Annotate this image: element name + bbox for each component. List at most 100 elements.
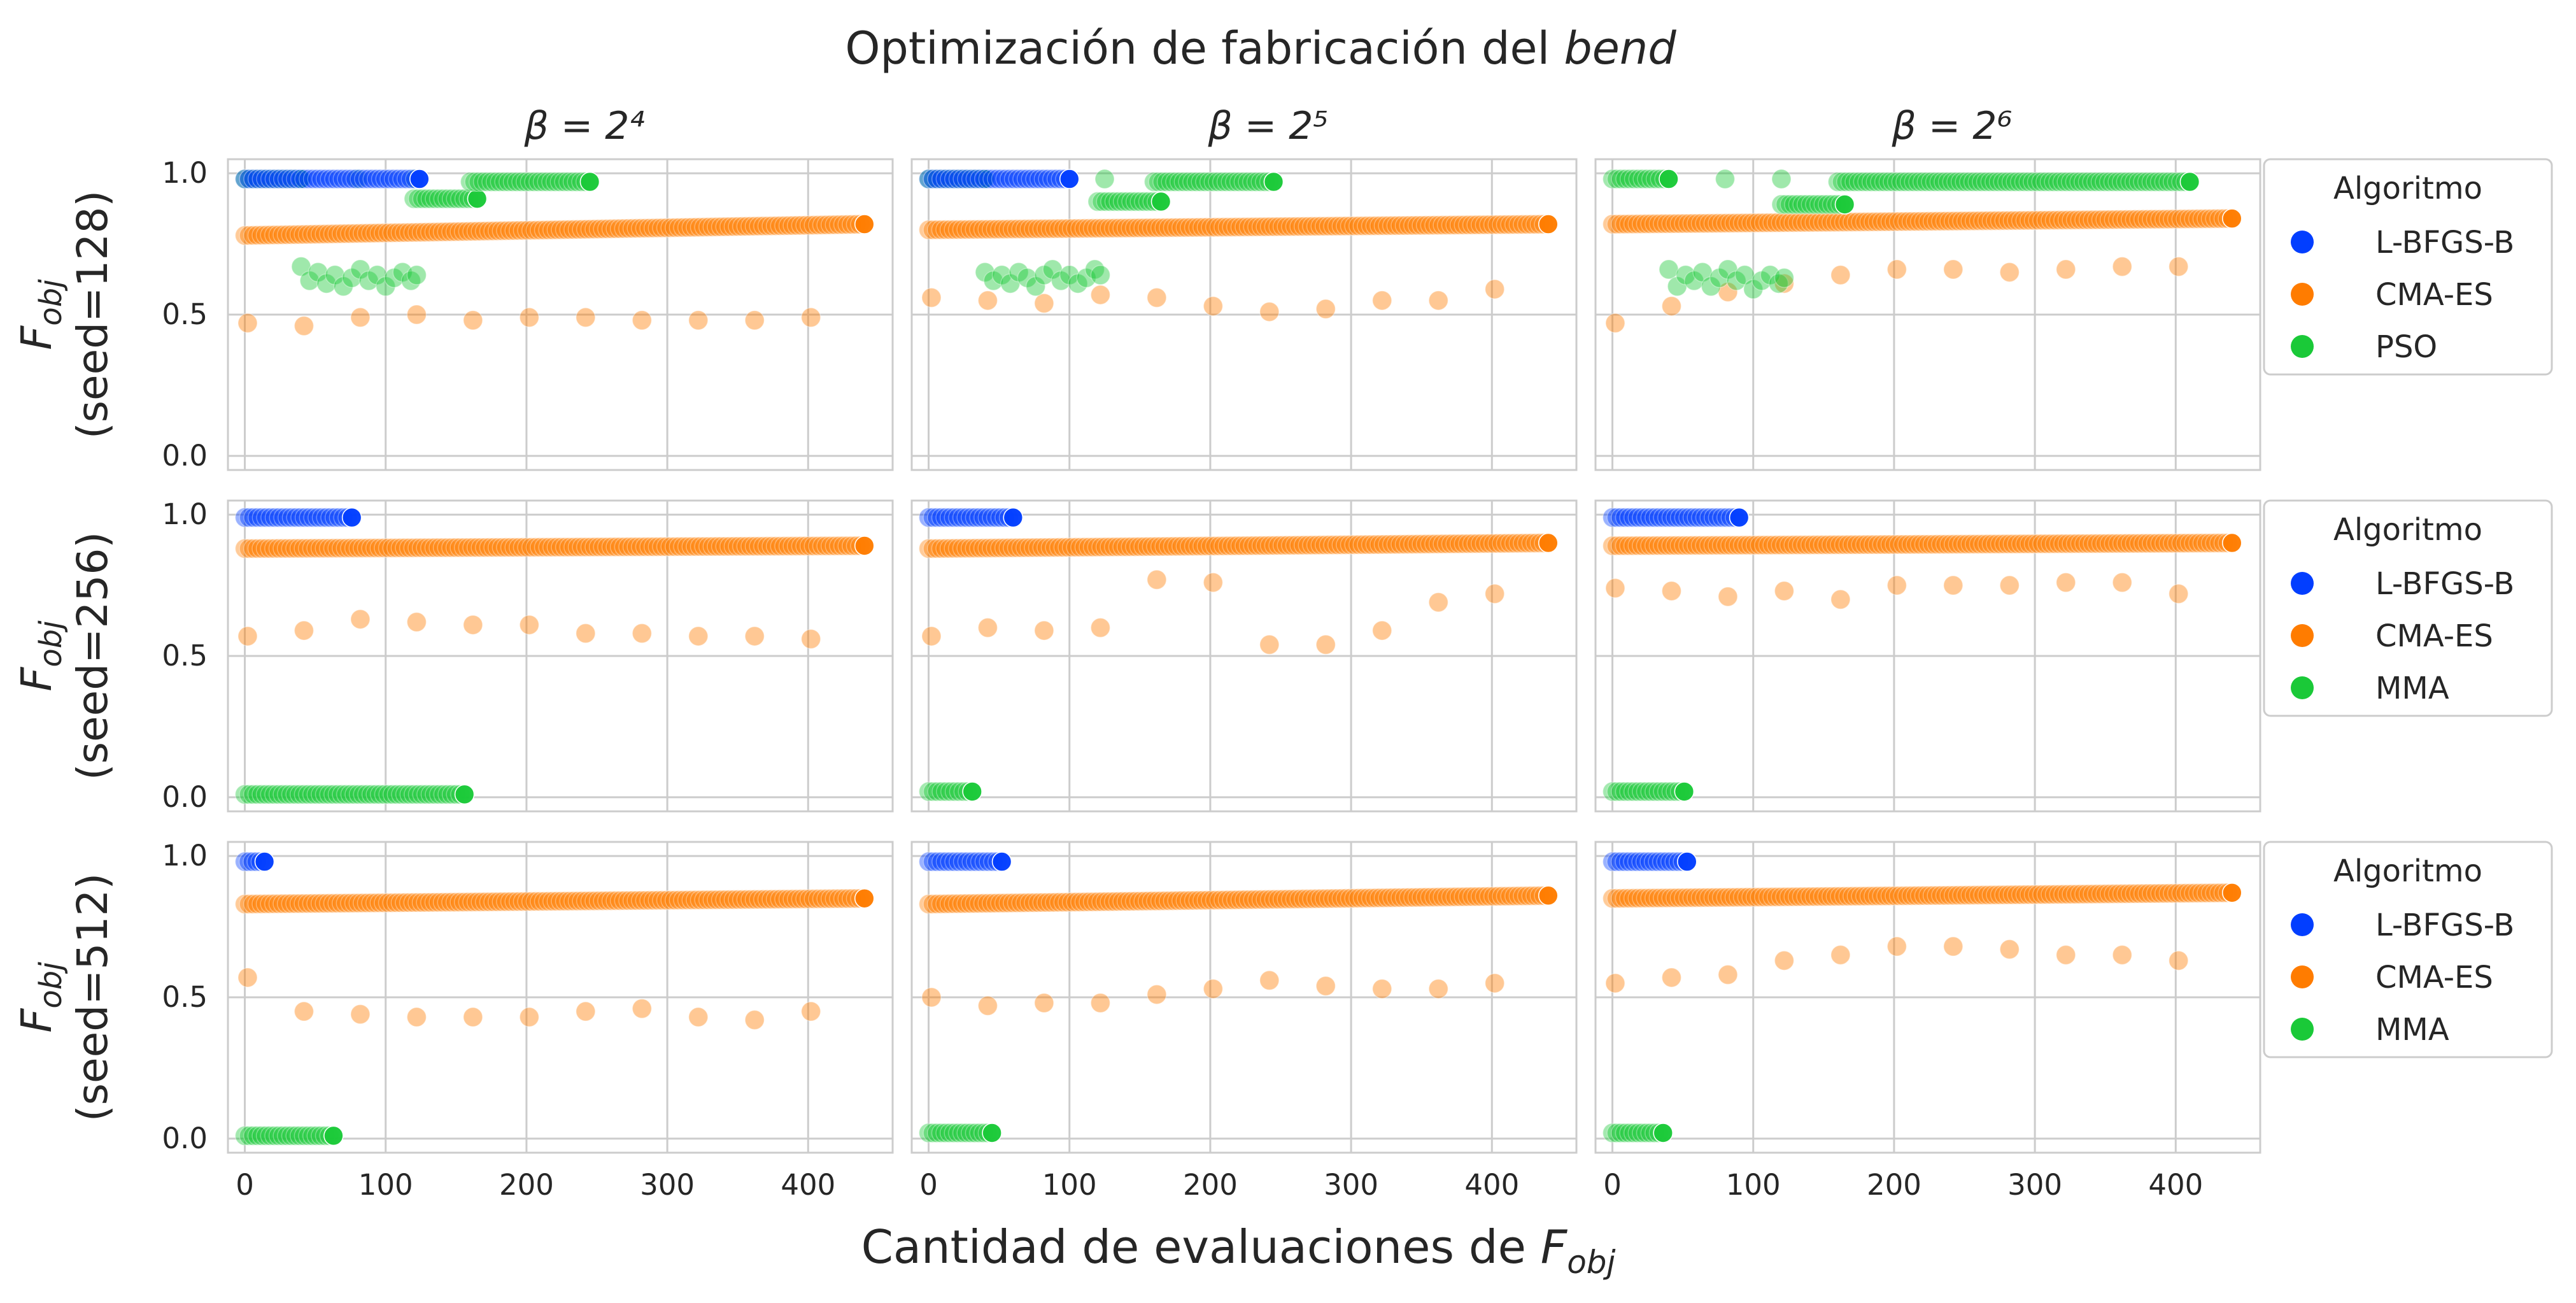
point-lbfgsb <box>1691 507 1711 528</box>
point-cmaes <box>1487 886 1508 907</box>
point-cmaes <box>1007 218 1028 239</box>
point-lbfgsb <box>1623 507 1644 528</box>
point-cmaes <box>1855 211 1876 232</box>
point-pso <box>2044 171 2064 192</box>
point-cmaes <box>1310 888 1331 909</box>
point-cmaes <box>2095 533 2116 554</box>
point-lbfgsb <box>1627 851 1648 872</box>
point-cmaes <box>1843 534 1863 555</box>
point-cmaes <box>1087 537 1108 557</box>
point-pso <box>1801 194 1822 215</box>
point-cmaes <box>268 538 289 559</box>
point-cmaes <box>652 536 672 557</box>
point-cmaes <box>1344 888 1364 909</box>
legend-box <box>2263 158 2553 376</box>
point-cmaes <box>289 538 310 559</box>
point-lbfgsb <box>299 169 319 189</box>
point-pso <box>1203 171 1224 192</box>
point-cmaes <box>1948 885 1969 906</box>
point-lbfgsb <box>350 169 370 189</box>
point-mma <box>923 1123 943 1143</box>
point-cmaes <box>1049 892 1070 913</box>
point-cmaes <box>829 888 849 909</box>
point-pso <box>1768 273 1789 294</box>
point-cmaes <box>1733 213 1753 233</box>
point-cmaes <box>445 538 466 558</box>
point-cmaes <box>1369 215 1390 236</box>
point-cmaes <box>1087 218 1108 239</box>
point-cmaes <box>302 224 323 245</box>
point-cmaes <box>247 894 268 915</box>
point-cmaes <box>1830 886 1850 907</box>
point-cmaes <box>1708 535 1728 555</box>
panel-frame <box>227 499 894 813</box>
marks <box>234 851 875 1146</box>
point-cmaes <box>918 220 939 240</box>
point-cmaes <box>1196 536 1217 557</box>
point-cmaes <box>1095 537 1116 557</box>
point-cmaes <box>723 889 744 910</box>
point-lbfgsb-final <box>991 851 1012 872</box>
point-lbfgsb <box>234 169 255 189</box>
point-lbfgsb-final <box>1003 507 1024 528</box>
point-cmaes <box>411 892 432 913</box>
point-cmaes <box>534 891 555 912</box>
point-cmaes <box>576 623 596 644</box>
point-lbfgsb <box>332 169 353 189</box>
point-pso <box>437 189 458 209</box>
point-cmaes <box>1159 536 1179 557</box>
point-cmaes <box>1294 216 1314 237</box>
point-cmaes <box>605 218 626 239</box>
point-cmaes <box>2112 572 2132 593</box>
point-cmaes <box>1754 213 1774 233</box>
point-cmaes <box>424 892 445 913</box>
point-pso <box>1191 171 1212 192</box>
point-cmaes <box>652 218 672 238</box>
point-cmaes <box>677 217 698 238</box>
point-cmaes <box>1969 885 1990 906</box>
point-cmaes <box>1695 535 1715 556</box>
point-lbfgsb <box>277 169 298 189</box>
point-cmaes <box>500 892 521 912</box>
point-cmaes <box>1745 535 1766 555</box>
point-cmaes <box>982 893 1002 913</box>
y-tick-label: 0.0 <box>162 439 208 473</box>
point-cmaes <box>1729 887 1749 908</box>
point-cmaes <box>1449 886 1470 907</box>
point-cmaes <box>2078 210 2099 230</box>
point-lbfgsb <box>1606 851 1627 872</box>
point-pso <box>1208 171 1228 192</box>
point-pso <box>425 189 445 209</box>
point-cmaes <box>2163 883 2183 904</box>
point-cmaes <box>1298 216 1319 237</box>
point-pso <box>2107 171 2128 192</box>
point-cmaes <box>1365 888 1386 908</box>
point-cmaes <box>1365 534 1386 555</box>
point-cmaes <box>803 536 824 557</box>
point-cmaes <box>723 536 744 557</box>
point-cmaes <box>1352 215 1373 236</box>
point-cmaes <box>791 888 812 909</box>
point-cmaes <box>580 537 601 557</box>
point-cmaes <box>310 224 331 245</box>
x-tick-label: 200 <box>499 1168 554 1202</box>
point-cmaes <box>2023 534 2044 554</box>
point-cmaes <box>660 536 681 557</box>
point-cmaes <box>711 217 732 237</box>
point-cmaes <box>808 215 828 236</box>
point-cmaes <box>1619 214 1639 234</box>
point-cmaes <box>1484 973 1505 993</box>
point-cmaes <box>1462 215 1483 235</box>
point-cmaes <box>1986 885 2006 905</box>
panel-frame <box>1594 841 2261 1154</box>
point-cmaes <box>960 893 981 914</box>
point-cmaes <box>2056 944 2076 965</box>
point-cmaes <box>998 893 1019 913</box>
point-cmaes <box>1394 534 1415 555</box>
point-cmaes <box>509 537 529 558</box>
point-cmaes <box>1074 218 1095 239</box>
point-cmaes <box>1690 535 1711 556</box>
point-cmaes <box>1040 892 1061 913</box>
point-cmaes <box>1441 886 1462 908</box>
point-pso <box>485 171 506 192</box>
